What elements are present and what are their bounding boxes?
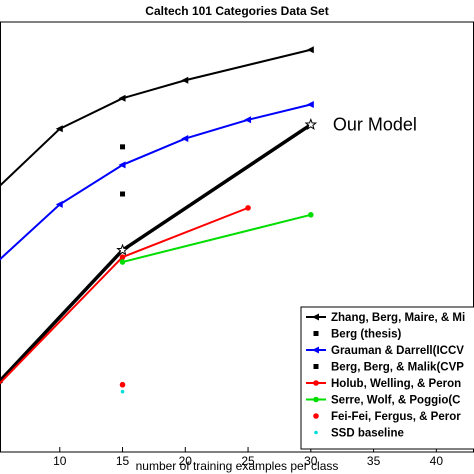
marker xyxy=(181,76,189,84)
marker xyxy=(245,205,251,211)
legend-label: Fei-Fei, Fergus, & Peror xyxy=(331,411,461,423)
marker xyxy=(306,101,314,109)
marker xyxy=(313,413,319,419)
x-tick-label: 40 xyxy=(430,454,444,468)
series-line xyxy=(0,103,312,261)
marker xyxy=(313,364,319,369)
legend-box xyxy=(300,306,474,450)
marker xyxy=(304,118,318,130)
series-line xyxy=(0,48,312,187)
marker xyxy=(313,331,319,336)
marker xyxy=(313,380,319,386)
marker xyxy=(119,259,126,265)
legend-label: SSD baseline xyxy=(331,428,404,440)
marker xyxy=(118,94,126,102)
x-tick-label: 10 xyxy=(53,454,67,468)
legend-label: Zhang, Berg, Maire, & Mi xyxy=(331,312,465,324)
x-tick-label: 35 xyxy=(367,454,381,468)
marker xyxy=(120,191,126,197)
series-line xyxy=(0,206,249,385)
marker xyxy=(244,116,252,124)
x-tick-label: 15 xyxy=(116,454,130,468)
chart-title: Caltech 101 Categories Data Set xyxy=(145,4,328,18)
marker xyxy=(313,396,319,403)
marker xyxy=(116,243,129,256)
legend-label: Berg (thesis) xyxy=(331,329,401,341)
marker xyxy=(306,46,314,54)
x-axis-label: number of training examples per class xyxy=(136,459,339,473)
marker xyxy=(55,125,63,133)
marker xyxy=(119,381,126,388)
marker xyxy=(120,389,125,394)
marker xyxy=(55,200,63,208)
x-tick-label: 20 xyxy=(179,454,193,468)
x-tick-label: 25 xyxy=(241,454,255,468)
legend-label: Grauman & Darrell(ICCV xyxy=(331,345,464,357)
legend-label: Holub, Welling, & Peron xyxy=(331,378,461,390)
marker xyxy=(308,212,314,218)
legend-label: Serre, Wolf, & Poggio(C xyxy=(331,395,461,407)
marker xyxy=(119,254,126,260)
marker xyxy=(312,313,319,321)
series-line xyxy=(122,213,312,263)
marker xyxy=(118,161,126,169)
x-tick-label: 30 xyxy=(304,454,318,468)
annotation: Our Model xyxy=(333,114,417,134)
marker xyxy=(120,144,126,150)
marker xyxy=(181,135,189,143)
legend-label: Berg, Berg, & Malik(CVP xyxy=(331,362,464,374)
marker xyxy=(312,346,319,354)
marker xyxy=(314,430,318,435)
